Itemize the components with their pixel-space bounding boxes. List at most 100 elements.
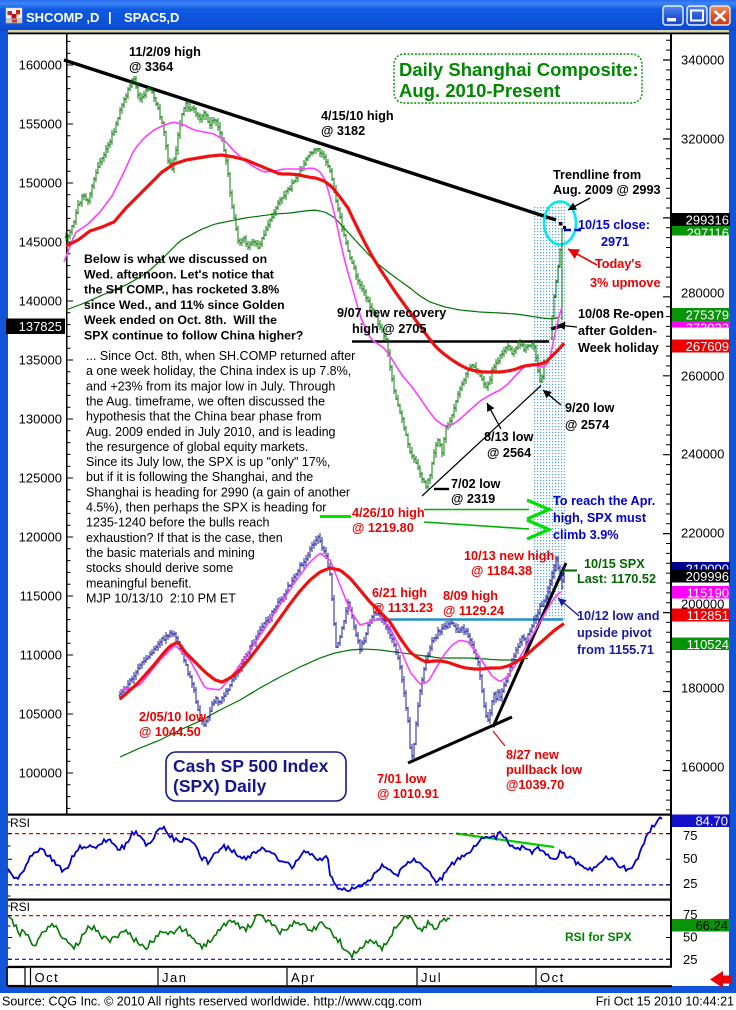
svg-text:upside pivot: upside pivot — [577, 626, 652, 640]
svg-text:a one week holiday, the China: a one week holiday, the China index is u… — [86, 364, 351, 378]
svg-text:Cash SP 500 Index: Cash SP 500 Index — [173, 756, 329, 776]
svg-text:8/27 new: 8/27 new — [506, 748, 559, 762]
svg-text:Aug. 2009 @ 2993: Aug. 2009 @ 2993 — [553, 183, 661, 197]
svg-text:130000: 130000 — [19, 412, 62, 427]
svg-text:Jul: Jul — [421, 970, 442, 985]
svg-text:10/15 close:: 10/15 close: — [578, 218, 650, 232]
svg-text:|: | — [108, 10, 112, 25]
svg-text:@ 1184.38: @ 1184.38 — [471, 564, 532, 578]
svg-text:hypothesis that the China bear: hypothesis that the China bear phase fro… — [86, 410, 322, 424]
svg-text:10/13 new high: 10/13 new high — [464, 549, 554, 563]
svg-text:and +23% from its major low in: and +23% from its major low in July. Thr… — [86, 379, 335, 393]
svg-text:Source: CQG Inc. © 2010 All ri: Source: CQG Inc. © 2010 All rights reser… — [2, 995, 422, 1009]
svg-text:125000: 125000 — [19, 471, 62, 486]
svg-text:RSI: RSI — [10, 900, 30, 914]
svg-text:Last: 1170.52: Last: 1170.52 — [577, 572, 656, 586]
svg-text:@ 1044.50: @ 1044.50 — [139, 725, 201, 739]
svg-text:after Golden-: after Golden- — [578, 324, 657, 338]
svg-text:11/2/09 high: 11/2/09 high — [129, 45, 201, 59]
svg-text:200000: 200000 — [681, 597, 724, 612]
svg-text:8/13 low: 8/13 low — [484, 430, 533, 444]
svg-text:267609: 267609 — [686, 339, 729, 354]
svg-text:4/15/10 high: 4/15/10 high — [321, 109, 394, 123]
svg-text:(SPX) Daily: (SPX) Daily — [173, 776, 267, 796]
svg-text:25: 25 — [683, 952, 697, 967]
svg-text:240000: 240000 — [681, 447, 724, 462]
svg-text:the resurgence of global equit: the resurgence of global equity markets. — [86, 440, 308, 454]
svg-text:stocks should derive some: stocks should derive some — [86, 561, 233, 575]
svg-text:SHCOMP ,D: SHCOMP ,D — [26, 10, 99, 25]
svg-text:the SH COMP., has rocketed 3.8: the SH COMP., has rocketed 3.8% — [84, 283, 279, 297]
svg-text:1235-1240 before the bulls rea: 1235-1240 before the bulls reach — [86, 516, 270, 530]
svg-text:@ 3182: @ 3182 — [321, 124, 365, 138]
svg-text:75: 75 — [683, 828, 697, 843]
svg-text:@1039.70: @1039.70 — [506, 778, 564, 792]
svg-text:since Wed., and 11% since Gold: since Wed., and 11% since Golden — [84, 298, 285, 312]
svg-text:@ 1131.23: @ 1131.23 — [372, 601, 433, 615]
svg-text:8/09 high: 8/09 high — [443, 589, 498, 603]
svg-text:6/21 high: 6/21 high — [372, 586, 427, 600]
svg-text:110000: 110000 — [20, 648, 62, 663]
svg-text:280000: 280000 — [681, 286, 724, 301]
svg-text:Aug. 2009 ended in July 2010,: Aug. 2009 ended in July 2010, and is lea… — [86, 425, 336, 439]
svg-text:4.5%), then perhaps the SPX is: 4.5%), then perhaps the SPX is heading f… — [86, 501, 326, 515]
svg-text:110524: 110524 — [687, 637, 729, 652]
svg-text:Shanghai is heading for 2990 (: Shanghai is heading for 2990 (a gain of … — [86, 485, 350, 499]
svg-text:2/05/10 low: 2/05/10 low — [139, 710, 206, 724]
svg-text:340000: 340000 — [681, 53, 724, 68]
svg-text:RSI: RSI — [10, 816, 30, 830]
svg-text:112851: 112851 — [687, 608, 729, 623]
svg-text:100000: 100000 — [19, 766, 62, 781]
svg-text:115190: 115190 — [687, 586, 729, 601]
svg-text:160000: 160000 — [681, 760, 724, 775]
svg-text:but if it is following the Sha: but if it is following the Shanghai, and… — [86, 470, 313, 484]
svg-text:2971: 2971 — [601, 235, 629, 249]
svg-text:@ 1010.91: @ 1010.91 — [377, 787, 439, 801]
svg-text:climb 3.9%: climb 3.9% — [553, 528, 619, 542]
svg-text:84.70: 84.70 — [695, 814, 728, 829]
svg-text:297116: 297116 — [687, 226, 729, 241]
svg-text:Oct: Oct — [35, 970, 60, 985]
svg-text:@ 3364: @ 3364 — [129, 60, 173, 74]
svg-text:Aug. 2010-Present: Aug. 2010-Present — [399, 80, 560, 101]
svg-text:299316: 299316 — [686, 213, 729, 228]
svg-text:Oct: Oct — [540, 970, 565, 985]
svg-text:50: 50 — [683, 930, 697, 945]
svg-text:105000: 105000 — [19, 707, 62, 722]
svg-text:@ 1219.80: @ 1219.80 — [352, 521, 414, 535]
svg-text:Week ended on Oct. 8th. Will: Week ended on Oct. 8th. Will the — [84, 313, 277, 327]
svg-text:66.24: 66.24 — [695, 918, 728, 933]
svg-text:Wed. afternoon. Let's notice t: Wed. afternoon. Let's notice that — [84, 267, 274, 281]
svg-text:273032: 273032 — [686, 321, 729, 336]
svg-text:140000: 140000 — [19, 294, 62, 309]
svg-text:3% upmove: 3% upmove — [590, 276, 661, 290]
svg-text:50: 50 — [683, 851, 697, 866]
svg-text:10/12 low and: 10/12 low and — [577, 609, 660, 623]
svg-text:Daily Shanghai Composite:: Daily Shanghai Composite: — [399, 59, 639, 80]
svg-text:10/15 SPX: 10/15 SPX — [584, 557, 645, 571]
svg-text:155000: 155000 — [19, 117, 62, 132]
svg-text:260000: 260000 — [681, 369, 724, 384]
svg-text:RSI for SPX: RSI for SPX — [565, 930, 632, 944]
svg-text:exhaustion? If that is the cas: exhaustion? If that is the case, then — [86, 531, 283, 545]
svg-text:Trendline from: Trendline from — [553, 168, 641, 182]
svg-text:220000: 220000 — [681, 526, 724, 541]
svg-text:9/20 low: 9/20 low — [565, 401, 614, 415]
svg-text:Below is what we discussed on: Below is what we discussed on — [84, 252, 267, 266]
svg-text:320000: 320000 — [681, 132, 724, 147]
svg-text:75: 75 — [683, 907, 697, 922]
svg-text:high @ 2705: high @ 2705 — [352, 322, 426, 336]
svg-text:MJP 10/13/10 2:10 PM ET: MJP 10/13/10 2:10 PM ET — [86, 591, 236, 605]
svg-text:the basic materials and mining: the basic materials and mining — [86, 546, 255, 560]
svg-text:137825: 137825 — [19, 319, 62, 334]
svg-text:7/02 low: 7/02 low — [451, 477, 500, 491]
svg-text:@ 2574: @ 2574 — [565, 418, 609, 432]
svg-text:150000: 150000 — [19, 176, 62, 191]
svg-text:Fri Oct 15 2010 10:44:21: Fri Oct 15 2010 10:44:21 — [596, 995, 734, 1009]
svg-text:meaningful benefit.: meaningful benefit. — [86, 576, 192, 590]
svg-text:Since its July low, the SPX is: Since its July low, the SPX is up "only"… — [86, 455, 330, 469]
svg-text:SPAC5,D: SPAC5,D — [124, 10, 179, 25]
svg-text:Today's: Today's — [595, 257, 642, 271]
svg-text:high, SPX must: high, SPX must — [553, 511, 647, 525]
svg-text:4/26/10 high: 4/26/10 high — [352, 506, 425, 520]
